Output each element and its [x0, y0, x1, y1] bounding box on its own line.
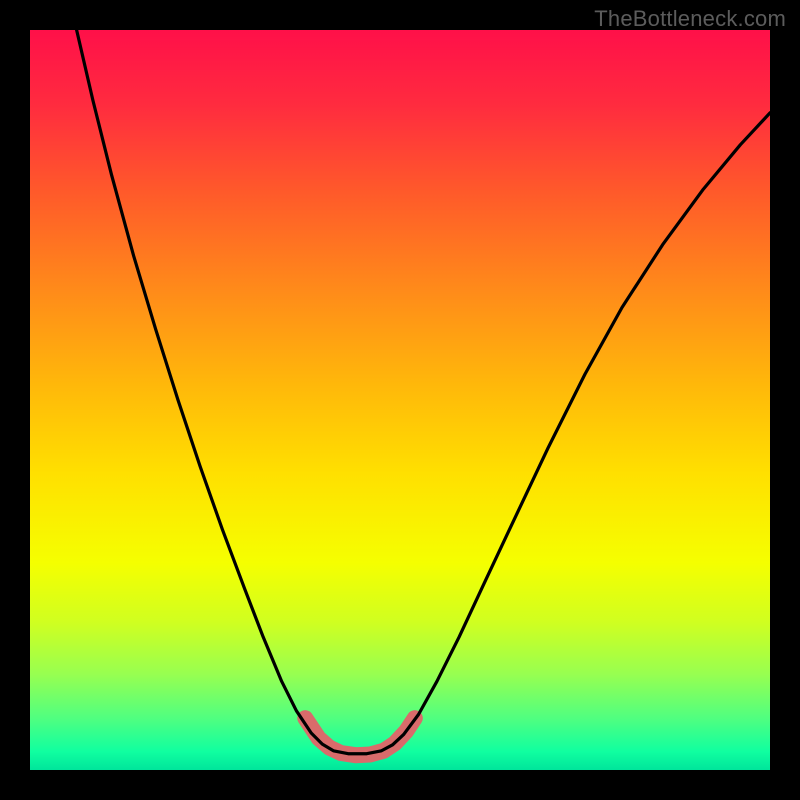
chart-container: TheBottleneck.com [0, 0, 800, 800]
plot-area [30, 30, 770, 770]
watermark-text: TheBottleneck.com [594, 6, 786, 32]
bottleneck-curve [77, 30, 770, 754]
curve-layer [30, 30, 770, 770]
bottleneck-highlight [305, 718, 415, 755]
